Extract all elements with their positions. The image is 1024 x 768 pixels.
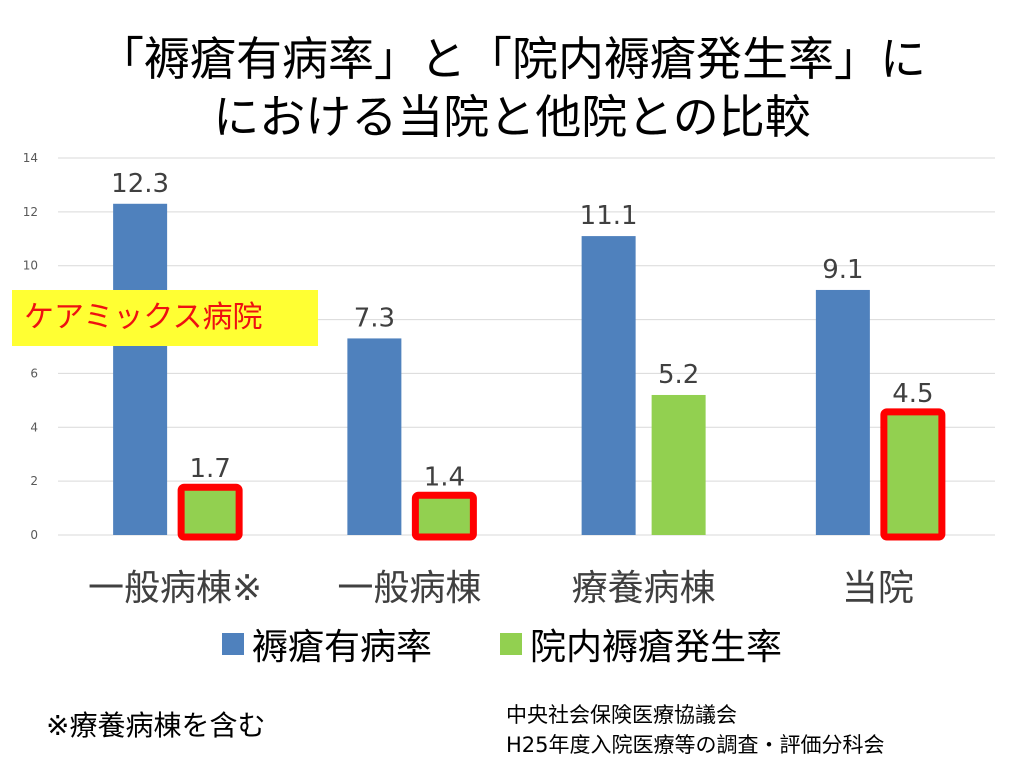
y-tick-label: 14 (23, 151, 38, 165)
care-mix-hospital-callout: ケアミックス病院 (12, 290, 318, 346)
y-tick-label: 4 (30, 420, 38, 434)
legend-label-incidence: 院内褥瘡発生率 (530, 627, 783, 668)
source-citation: 中央社会保険医療協議会 H25年度入院医療等の調査・評価分科会 (506, 700, 885, 760)
x-category-label: 一般病棟 (337, 568, 481, 609)
data-label: 1.7 (189, 454, 230, 484)
y-tick-label: 12 (23, 205, 38, 219)
footnote: ※療養病棟を含む (46, 709, 266, 742)
bar-prevalence (113, 203, 168, 535)
x-category-label: 一般病棟※ (88, 568, 262, 609)
x-category-label: 療養病棟 (572, 568, 716, 609)
data-label: 1.4 (424, 462, 465, 492)
bar-incidence (183, 489, 238, 535)
data-label: 11.1 (580, 201, 638, 231)
bar-incidence (417, 497, 472, 535)
data-label: 4.5 (892, 379, 933, 409)
source-line-1: 中央社会保険医療協議会 (506, 703, 737, 727)
legend-swatch-incidence (500, 633, 522, 655)
highlight-box (411, 491, 477, 541)
legend-item-incidence: 院内褥瘡発生率 (500, 618, 782, 670)
bar-incidence (651, 394, 706, 535)
highlight-box (880, 408, 946, 541)
data-label: 7.3 (354, 303, 395, 333)
source-line-2: H25年度入院医療等の調査・評価分科会 (506, 733, 885, 757)
bar-incidence (885, 413, 940, 535)
bar-prevalence (347, 338, 402, 535)
chart-legend: 褥瘡有病率 院内褥瘡発生率 (0, 618, 1024, 668)
legend-swatch-prevalence (222, 633, 244, 655)
legend-label-prevalence: 褥瘡有病率 (252, 627, 433, 668)
data-label: 5.2 (658, 360, 699, 390)
y-tick-label: 2 (30, 474, 38, 488)
data-label: 9.1 (822, 255, 863, 285)
legend-item-prevalence: 褥瘡有病率 (222, 618, 432, 670)
highlight-box (177, 483, 243, 541)
data-label: 12.3 (111, 169, 169, 199)
chart-title-line-2: における当院と他院との比較 (213, 90, 811, 144)
chart-title: 「褥瘡有病率」と「院内褥瘡発生率」に における当院と他院との比較 (0, 30, 1024, 146)
y-tick-label: 10 (23, 259, 38, 273)
x-category-label: 当院 (842, 568, 914, 609)
y-tick-label: 0 (30, 528, 38, 542)
y-tick-label: 6 (30, 366, 38, 380)
bar-prevalence (581, 236, 636, 536)
chart-title-line-1: 「褥瘡有病率」と「院内褥瘡発生率」に (98, 32, 926, 86)
bar-prevalence (815, 289, 870, 535)
